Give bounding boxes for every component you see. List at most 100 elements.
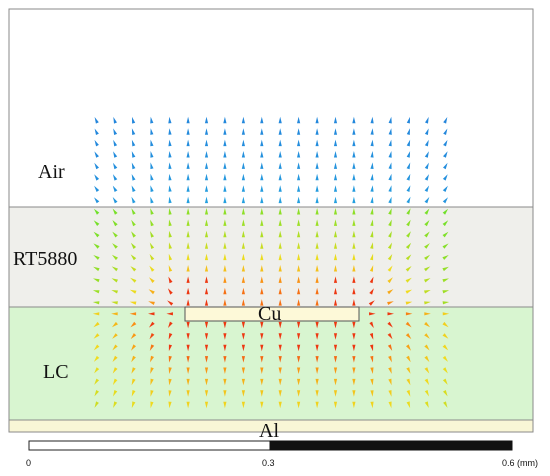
field-arrow xyxy=(424,231,430,238)
field-arrow xyxy=(260,299,264,306)
field-arrow xyxy=(93,333,100,339)
field-arrow xyxy=(168,390,172,397)
field-arrow xyxy=(260,276,264,283)
field-arrow xyxy=(241,333,245,340)
field-arrow xyxy=(388,390,392,397)
field-arrow xyxy=(204,128,209,135)
field-arrow xyxy=(333,401,338,409)
field-arrow xyxy=(352,299,356,306)
field-arrow xyxy=(352,265,356,272)
field-arrow xyxy=(112,378,118,386)
field-arrow xyxy=(315,185,319,192)
field-arrow xyxy=(297,276,301,283)
field-arrow xyxy=(352,390,356,397)
field-arrow xyxy=(186,185,190,192)
field-arrow xyxy=(442,312,450,316)
field-arrow xyxy=(129,289,137,294)
field-arrow xyxy=(241,173,245,181)
field-arrow xyxy=(168,367,172,374)
field-arrow xyxy=(94,401,99,408)
field-arrow xyxy=(443,151,448,158)
field-arrow xyxy=(113,151,118,158)
field-arrow xyxy=(352,162,356,169)
field-arrow xyxy=(297,230,301,238)
field-arrow xyxy=(388,116,392,124)
field-arrow xyxy=(370,230,374,238)
field-arrow xyxy=(223,185,227,192)
field-arrow xyxy=(168,116,172,124)
field-arrow xyxy=(241,321,245,329)
field-arrow xyxy=(370,355,374,363)
field-arrow xyxy=(168,173,172,181)
field-arrow xyxy=(442,355,448,362)
field-arrow xyxy=(260,230,264,238)
field-arrow xyxy=(333,242,338,249)
field-arrow xyxy=(443,390,448,397)
field-arrow xyxy=(442,333,449,339)
cu-conductor xyxy=(184,306,360,322)
field-arrow xyxy=(424,333,430,339)
field-arrow xyxy=(406,185,411,192)
field-arrow xyxy=(278,378,282,386)
field-arrow xyxy=(168,253,173,261)
field-arrow xyxy=(186,242,190,249)
field-arrow xyxy=(424,321,431,328)
field-arrow xyxy=(92,312,100,316)
field-arrow xyxy=(113,139,118,147)
field-arrow xyxy=(112,344,118,351)
field-arrow xyxy=(387,321,393,328)
field-arrow xyxy=(352,333,356,340)
field-arrow xyxy=(186,173,190,181)
field-arrow xyxy=(241,265,245,272)
field-arrow xyxy=(260,265,264,272)
field-arrow xyxy=(352,128,356,135)
field-arrow xyxy=(442,278,449,283)
field-arrow xyxy=(406,367,411,374)
field-arrow xyxy=(406,128,410,135)
field-arrow xyxy=(148,289,155,295)
field-arrow xyxy=(241,196,245,204)
field-arrow xyxy=(405,266,412,272)
field-arrow xyxy=(333,185,338,192)
field-arrow xyxy=(406,162,411,170)
field-arrow xyxy=(241,151,245,158)
field-arrow xyxy=(315,253,319,261)
field-arrow xyxy=(148,312,155,316)
field-arrow xyxy=(112,367,118,374)
field-arrow xyxy=(168,321,173,328)
field-arrow xyxy=(297,242,301,249)
field-arrow xyxy=(387,333,393,340)
field-arrow xyxy=(260,196,264,204)
field-arrow xyxy=(150,208,154,215)
field-arrow xyxy=(260,356,264,363)
field-arrow xyxy=(186,367,190,374)
field-arrow xyxy=(204,378,209,386)
field-arrow xyxy=(424,128,429,135)
field-arrow xyxy=(297,367,301,374)
field-arrow xyxy=(333,287,338,295)
field-arrow xyxy=(150,151,154,158)
field-arrow xyxy=(241,230,245,238)
field-arrow xyxy=(204,116,209,124)
field-arrow xyxy=(150,390,154,397)
field-arrow xyxy=(93,355,100,362)
field-arrow xyxy=(442,301,450,305)
field-arrow xyxy=(241,344,245,352)
field-arrow xyxy=(168,378,172,386)
field-arrow xyxy=(131,390,136,397)
field-arrow xyxy=(260,333,264,340)
field-arrow xyxy=(297,208,301,215)
field-arrow xyxy=(150,231,154,238)
field-arrow xyxy=(186,299,190,306)
field-arrow xyxy=(405,321,412,328)
field-arrow xyxy=(352,116,356,124)
field-arrow xyxy=(186,196,190,204)
field-arrow xyxy=(241,242,245,249)
field-arrow xyxy=(352,321,356,329)
field-arrow xyxy=(388,128,392,135)
field-arrow xyxy=(223,265,227,272)
field-arrow xyxy=(131,378,136,386)
field-arrow xyxy=(168,219,172,227)
field-arrow xyxy=(315,196,319,204)
field-arrow xyxy=(223,116,227,124)
